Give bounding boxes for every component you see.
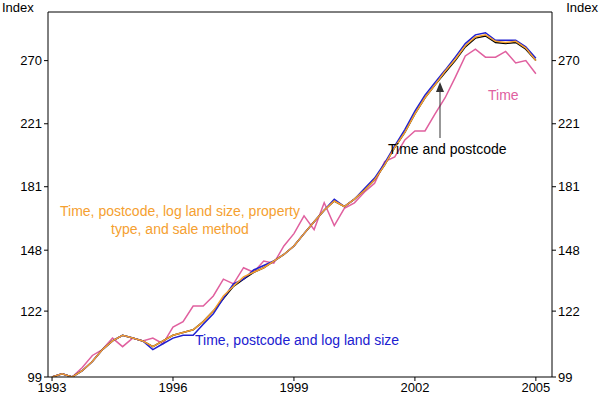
svg-text:2002: 2002 [400, 380, 429, 395]
svg-text:270: 270 [20, 53, 42, 68]
html-text:Index: Index [2, 0, 34, 15]
svg-text:148: 148 [20, 243, 42, 258]
html-text:Time: Time [488, 87, 519, 103]
svg-text:99: 99 [558, 370, 572, 385]
svg-text:122: 122 [20, 304, 42, 319]
svg-text:1996: 1996 [159, 380, 188, 395]
svg-text:270: 270 [558, 53, 580, 68]
svg-text:1993: 1993 [37, 380, 67, 396]
svg-text:181: 181 [558, 179, 580, 194]
html-text:Time, postcode, log land size,: Time, postcode, log land size, property … [60, 203, 300, 237]
svg-text:221: 221 [20, 116, 42, 131]
svg-text:2005: 2005 [521, 380, 550, 395]
svg-text:181: 181 [20, 179, 42, 194]
html-text:Index: Index [566, 0, 598, 15]
svg-text:221: 221 [558, 116, 580, 131]
svg-text:1999: 1999 [279, 380, 308, 395]
html-text:Time and postcode: Time and postcode [388, 141, 507, 157]
html-text:Time, postcode and log land si: Time, postcode and log land size [195, 332, 400, 348]
svg-text:99: 99 [28, 370, 42, 385]
svg-text:148: 148 [558, 243, 580, 258]
svg-text:122: 122 [558, 304, 580, 319]
